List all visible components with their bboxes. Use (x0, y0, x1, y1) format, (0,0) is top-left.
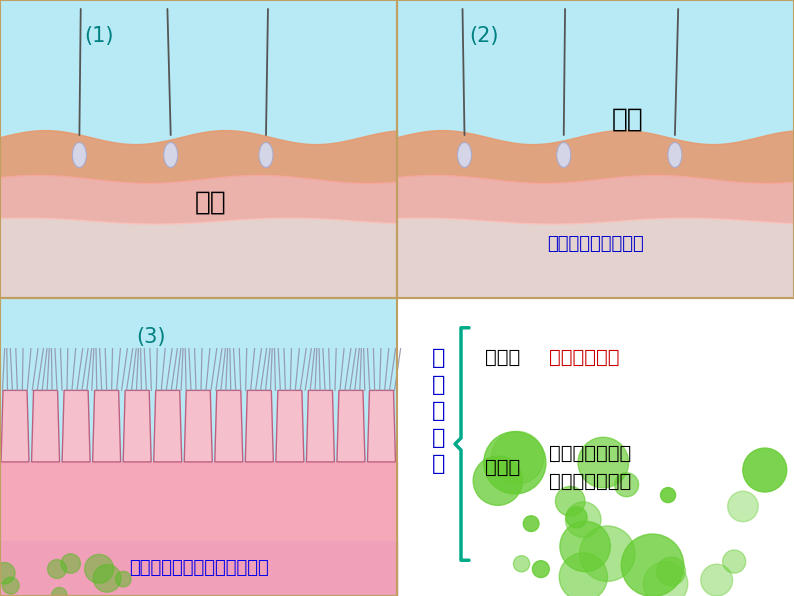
Circle shape (621, 534, 684, 596)
Ellipse shape (557, 142, 571, 167)
Text: 呼吸道黏膜上的纤毛清扫异物: 呼吸道黏膜上的纤毛清扫异物 (129, 560, 268, 578)
Ellipse shape (668, 142, 682, 167)
Circle shape (657, 557, 685, 586)
Bar (0, 0, 397, 298)
Circle shape (727, 491, 758, 522)
Ellipse shape (72, 142, 87, 167)
Ellipse shape (259, 142, 273, 167)
Text: 皮肤: 皮肤 (611, 106, 643, 132)
Circle shape (523, 516, 539, 532)
Circle shape (115, 572, 131, 587)
Circle shape (2, 577, 19, 594)
Text: 功能：: 功能： (485, 458, 520, 477)
Circle shape (560, 521, 611, 572)
Polygon shape (214, 390, 243, 462)
Circle shape (484, 432, 546, 494)
Text: 皮肤和黏膜。: 皮肤和黏膜。 (549, 348, 619, 367)
Circle shape (0, 563, 15, 584)
Polygon shape (245, 390, 273, 462)
Bar (0, 541, 397, 596)
Text: (3): (3) (136, 327, 166, 347)
Polygon shape (276, 390, 304, 462)
Text: (1): (1) (84, 26, 114, 46)
Bar (0, 298, 397, 596)
Circle shape (48, 560, 67, 578)
Circle shape (93, 564, 121, 592)
Circle shape (556, 486, 585, 516)
Polygon shape (306, 390, 334, 462)
Text: 阻挡或杀死病原
体，清扫异物。: 阻挡或杀死病原 体，清扫异物。 (549, 445, 631, 491)
Circle shape (61, 554, 80, 573)
Bar (0, 0, 397, 298)
Ellipse shape (164, 142, 178, 167)
Text: 组成：: 组成： (485, 348, 520, 367)
Ellipse shape (457, 142, 472, 167)
Polygon shape (184, 390, 212, 462)
Circle shape (514, 555, 530, 572)
Polygon shape (1, 390, 29, 462)
Circle shape (491, 432, 544, 484)
Polygon shape (337, 390, 365, 462)
Bar (397, 0, 794, 298)
Polygon shape (123, 390, 151, 462)
Polygon shape (93, 390, 121, 462)
Circle shape (52, 588, 67, 596)
Circle shape (566, 507, 587, 528)
Text: 第
一
道
防
线: 第 一 道 防 线 (432, 349, 445, 474)
Polygon shape (32, 390, 60, 462)
Circle shape (701, 564, 733, 596)
Text: 皮肤: 皮肤 (195, 190, 226, 216)
Bar (397, 298, 794, 596)
Bar (397, 0, 794, 298)
Circle shape (565, 502, 601, 538)
Circle shape (723, 550, 746, 573)
Circle shape (559, 553, 607, 596)
Bar (0, 462, 397, 596)
Text: (2): (2) (469, 26, 499, 46)
Circle shape (580, 526, 635, 581)
Text: 此外，胃分泌胃酸等: 此外，胃分泌胃酸等 (547, 235, 644, 253)
Circle shape (578, 437, 629, 488)
Polygon shape (62, 390, 90, 462)
Circle shape (85, 554, 114, 583)
Circle shape (473, 456, 522, 505)
Circle shape (643, 561, 688, 596)
Circle shape (661, 488, 676, 502)
Polygon shape (154, 390, 182, 462)
Circle shape (615, 473, 638, 496)
Circle shape (533, 561, 549, 578)
Bar (0, 298, 397, 596)
Circle shape (743, 448, 787, 492)
Polygon shape (368, 390, 395, 462)
